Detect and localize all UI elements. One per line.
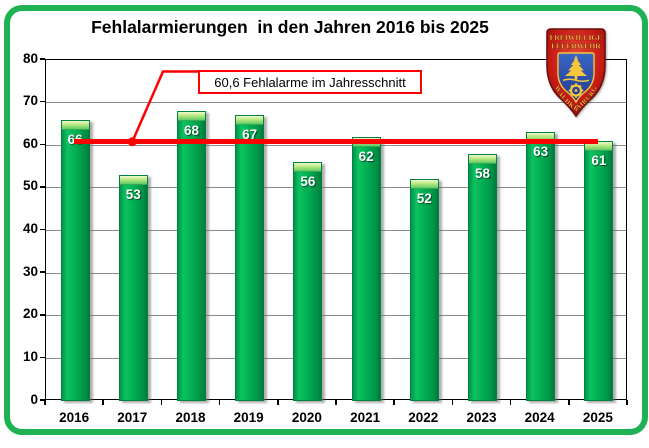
y-axis-tick-70 xyxy=(40,100,45,103)
fire-brigade-crest: FREIWILLIGE FEUERWEHR xyxy=(546,28,606,118)
bar-value-2020: 56 xyxy=(300,174,316,190)
gridline-40 xyxy=(46,230,626,231)
x-axis-tick-10 xyxy=(626,400,628,405)
y-axis-tick-50 xyxy=(40,186,45,188)
x-axis-label-2025: 2025 xyxy=(582,410,613,425)
y-axis-label-60: 60 xyxy=(22,135,38,151)
x-axis-label-2020: 2020 xyxy=(291,410,322,425)
gridline-70 xyxy=(46,102,626,104)
x-axis-tick-9 xyxy=(568,400,570,405)
x-axis-label-2017: 2017 xyxy=(117,410,148,425)
average-annotation-box: 60,6 Fehlalarme im Jahresschnitt xyxy=(198,70,422,94)
bar-2023: 58 xyxy=(468,153,497,401)
x-axis-tick-1 xyxy=(102,400,104,405)
gridline-10 xyxy=(46,357,626,359)
x-axis-tick-3 xyxy=(218,400,221,405)
x-axis-tick-2 xyxy=(160,400,163,405)
x-axis-tick-6 xyxy=(393,400,395,405)
x-axis-tick-7 xyxy=(451,400,454,405)
bar-cap-2025 xyxy=(585,141,613,151)
y-axis-tick-20 xyxy=(40,314,45,316)
bar-value-2022: 52 xyxy=(416,191,432,207)
y-axis-label-80: 80 xyxy=(22,50,38,66)
outer-green-frame xyxy=(4,5,648,435)
average-line xyxy=(74,139,598,145)
x-axis-label-2024: 2024 xyxy=(524,410,555,425)
x-axis-tick-5 xyxy=(335,400,337,405)
bar-value-2024: 63 xyxy=(533,144,549,160)
gridline-60 xyxy=(46,144,626,146)
bar-cap-2020 xyxy=(294,163,322,173)
bar-value-2021: 62 xyxy=(358,148,374,164)
x-axis-tick-4 xyxy=(277,400,279,405)
bar-2024: 63 xyxy=(526,132,556,401)
y-axis-label-70: 70 xyxy=(22,93,38,109)
y-axis-tick-40 xyxy=(40,228,45,231)
bar-value-2018: 68 xyxy=(183,123,200,139)
crest-gear xyxy=(568,83,584,98)
y-axis-tick-30 xyxy=(40,271,45,273)
bar-2016: 66 xyxy=(60,119,90,401)
bar-2025: 61 xyxy=(584,140,614,401)
bar-2022: 52 xyxy=(409,179,439,401)
bar-cap-2016 xyxy=(61,120,89,130)
plot-area: 66 53 68 67 56 62 52 58 63 61 xyxy=(45,59,627,401)
y-axis-label-0: 0 xyxy=(30,391,38,407)
x-axis-label-2022: 2022 xyxy=(408,410,439,425)
crest-text-line2: FEUERWEHR xyxy=(551,42,601,51)
crest-text-line1: FREIWILLIGE xyxy=(550,33,603,42)
bar-cap-2023 xyxy=(469,154,496,164)
bar-2018: 68 xyxy=(177,111,206,401)
y-axis-tick-10 xyxy=(40,356,45,359)
bar-value-2017: 53 xyxy=(125,187,141,203)
bar-2020: 56 xyxy=(293,162,323,401)
y-axis-tick-0 xyxy=(40,399,45,401)
chart-title: Fehlalarmierungen in den Jahren 2016 bis… xyxy=(91,17,489,37)
bar-cap-2022 xyxy=(410,180,438,190)
x-axis-tick-0 xyxy=(44,400,46,405)
x-axis-tick-8 xyxy=(509,400,512,405)
bar-2019: 67 xyxy=(235,115,265,401)
y-axis-label-10: 10 xyxy=(22,348,38,364)
x-axis-label-2018: 2018 xyxy=(175,410,206,425)
bar-value-2023: 58 xyxy=(474,165,491,181)
bar-cap-2019 xyxy=(236,116,264,126)
y-axis-tick-80 xyxy=(40,58,45,60)
x-axis-label-2023: 2023 xyxy=(466,410,497,425)
y-axis-label-50: 50 xyxy=(22,178,38,194)
y-axis-label-30: 30 xyxy=(22,263,38,279)
gridline-30 xyxy=(46,272,626,274)
x-axis-label-2016: 2016 xyxy=(59,410,90,425)
y-axis-tick-60 xyxy=(40,143,45,145)
bar-value-2025: 61 xyxy=(591,152,607,168)
bar-cap-2018 xyxy=(178,112,205,122)
bar-value-2019: 67 xyxy=(242,127,258,143)
gridline-20 xyxy=(46,315,626,317)
crest-fir-tree xyxy=(563,55,589,82)
bar-2021: 62 xyxy=(351,136,381,401)
x-axis-label-2021: 2021 xyxy=(350,410,381,425)
bar-cap-2017 xyxy=(119,176,147,186)
bar-2017: 53 xyxy=(118,175,148,401)
x-axis-label-2019: 2019 xyxy=(233,410,264,425)
y-axis-label-40: 40 xyxy=(22,221,38,236)
y-axis-label-20: 20 xyxy=(22,306,38,322)
gridline-50 xyxy=(46,187,626,189)
